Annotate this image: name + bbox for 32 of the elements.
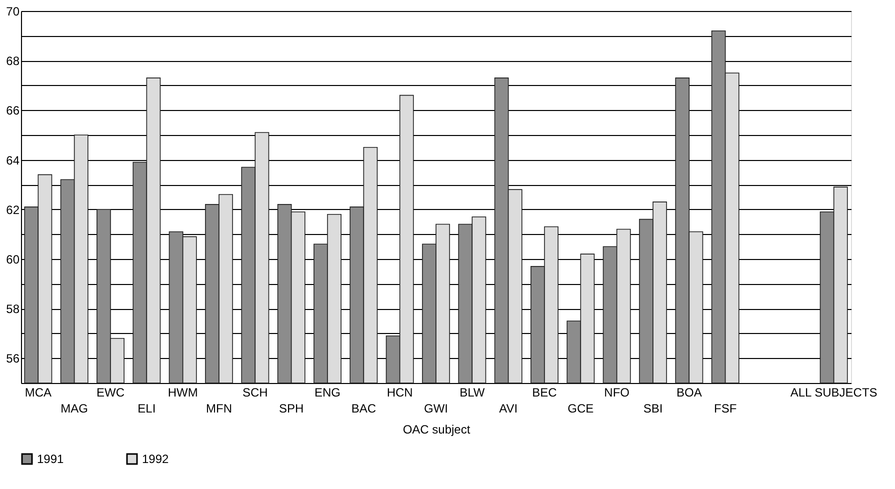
x-tick-label: SBI <box>643 402 663 416</box>
x-tick-label: HCN <box>386 386 413 400</box>
y-tick-label: 58 <box>6 302 20 316</box>
y-tick-label: 70 <box>6 4 20 18</box>
y-tick-label: 62 <box>6 202 20 217</box>
y-tick-label: 56 <box>6 352 20 366</box>
x-tick-label: FSF <box>714 402 737 416</box>
x-tick-label: GWI <box>424 402 448 416</box>
x-tick-label: BEC <box>532 386 558 400</box>
y-tick-label: 60 <box>6 252 20 266</box>
legend-label: 1992 <box>142 452 170 466</box>
x-tick-label: NFO <box>604 386 630 400</box>
x-tick-label: BAC <box>351 402 376 416</box>
y-tick-label: 66 <box>6 104 20 118</box>
y-tick-label: 68 <box>6 54 20 68</box>
x-tick-label: MCA <box>24 386 52 400</box>
x-tick-label: ALL SUBJECTS <box>790 386 878 400</box>
x-tick-label: SCH <box>242 386 268 400</box>
legend-label: 1991 <box>37 452 64 466</box>
x-tick-label: AVI <box>499 402 518 416</box>
x-tick-label: MAG <box>60 402 88 416</box>
x-tick-label: ENG <box>314 386 341 400</box>
x-tick-label: MFN <box>206 402 232 416</box>
y-tick-label: 64 <box>6 153 20 168</box>
x-tick-label: SPH <box>278 402 304 416</box>
x-tick-label: EWC <box>96 386 125 400</box>
x-tick-label: BLW <box>460 386 486 400</box>
x-tick-label: ELI <box>138 402 156 416</box>
x-tick-label: BOA <box>676 386 702 400</box>
x-axis-title: OAC subject <box>402 422 471 436</box>
x-tick-label: HWM <box>168 386 198 400</box>
x-tick-label: GCE <box>568 402 594 416</box>
